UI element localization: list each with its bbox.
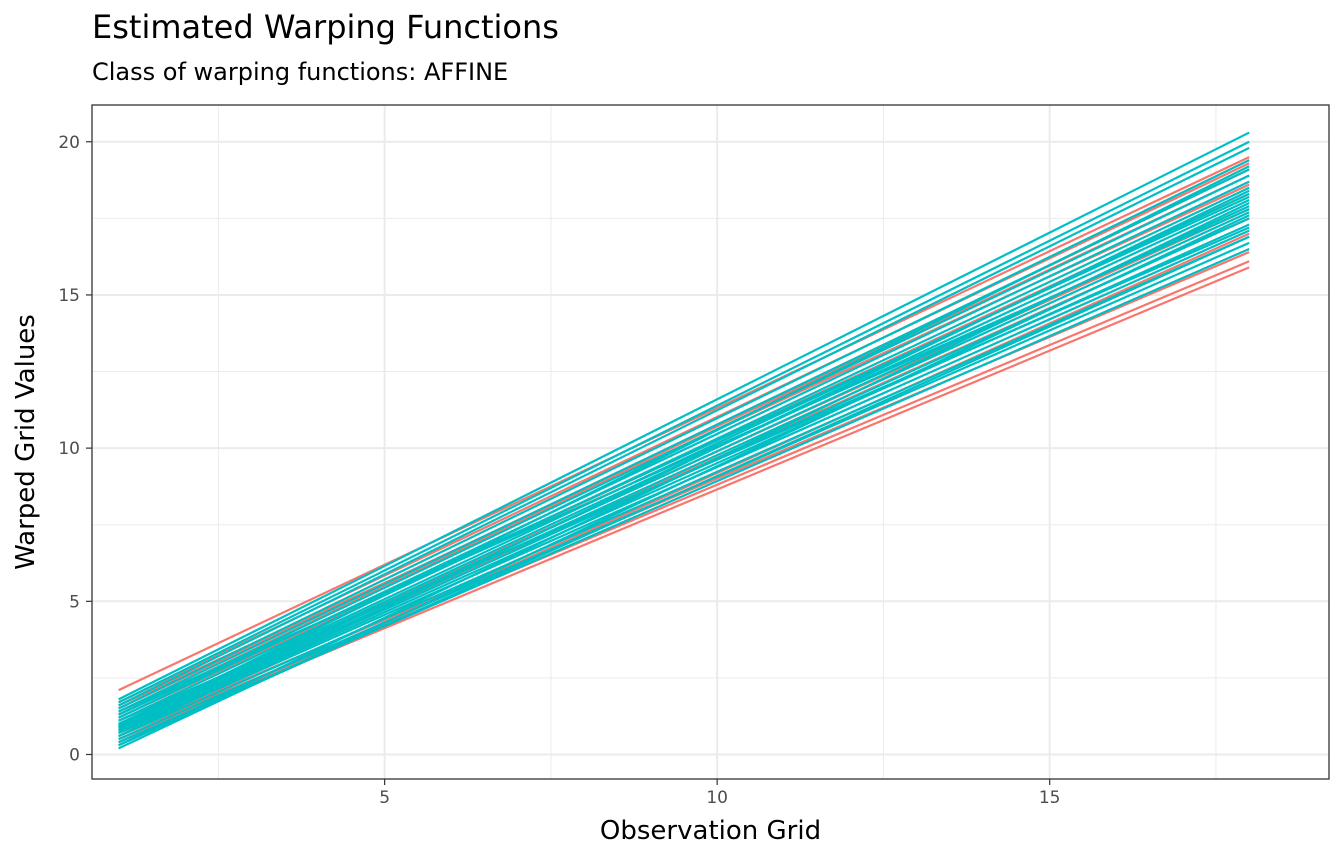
- series-line-38: [118, 235, 1250, 747]
- y-tick-label: 10: [58, 439, 80, 459]
- series-line-1: [118, 156, 1250, 692]
- series-line-33: [118, 226, 1250, 722]
- y-axis-label: Warped Grid Values: [11, 314, 41, 570]
- series-line-35: [118, 189, 1250, 738]
- panel-border: [91, 104, 1330, 780]
- series-line-20: [118, 186, 1250, 722]
- y-tick-label: 15: [58, 286, 80, 306]
- y-tick-label: 20: [58, 133, 80, 153]
- chart-subtitle: Class of warping functions: AFFINE: [92, 58, 509, 86]
- y-tick-label: 0: [69, 745, 80, 765]
- series-line-28: [118, 235, 1250, 738]
- series-line-14: [118, 140, 1250, 704]
- x-tick-label: 5: [379, 788, 390, 808]
- series-line-10: [118, 232, 1250, 744]
- grid-lines: [92, 105, 1329, 779]
- y-tick-label: 5: [69, 592, 80, 612]
- x-tick-label: 15: [1039, 788, 1061, 808]
- series-line-18: [118, 174, 1250, 716]
- x-axis-label: Observation Grid: [599, 816, 822, 846]
- series-line-36: [118, 165, 1250, 728]
- series-line-13: [118, 131, 1250, 701]
- series-line-37: [118, 208, 1250, 713]
- axis-ticks: 5 10 15 0 5 10 15 20: [58, 133, 1060, 808]
- chart-title: Estimated Warping Functions: [92, 8, 559, 46]
- series-line-16: [118, 159, 1250, 710]
- series-line-24: [118, 211, 1250, 730]
- series-line-15: [118, 146, 1250, 707]
- series-lines: [118, 131, 1250, 750]
- x-tick-label: 10: [706, 788, 728, 808]
